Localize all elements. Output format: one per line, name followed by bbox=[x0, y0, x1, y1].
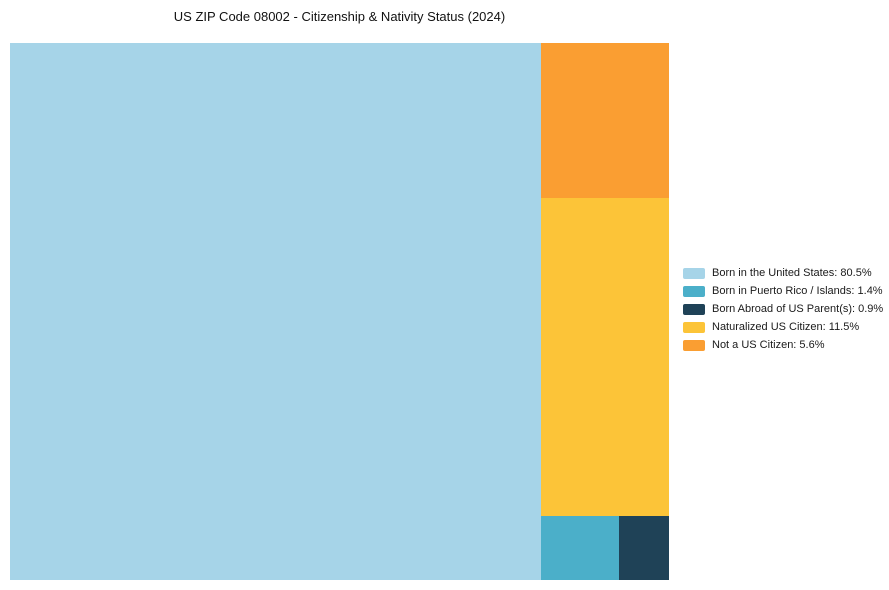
legend: Born in the United States: 80.5% Born in … bbox=[683, 267, 883, 357]
treemap-segment-born-in-puerto-rico-islands bbox=[541, 516, 619, 580]
legend-item: Born in Puerto Rico / Islands: 1.4% bbox=[683, 285, 883, 297]
legend-item: Born in the United States: 80.5% bbox=[683, 267, 883, 279]
legend-label: Born in Puerto Rico / Islands: 1.4% bbox=[712, 285, 883, 297]
legend-item: Not a US Citizen: 5.6% bbox=[683, 339, 883, 351]
legend-swatch-icon bbox=[683, 285, 705, 297]
legend-swatch-icon bbox=[683, 321, 705, 333]
chart-title: US ZIP Code 08002 - Citizenship & Nativi… bbox=[173, 9, 506, 24]
legend-swatch-icon bbox=[683, 339, 705, 351]
treemap-plot bbox=[10, 43, 669, 580]
legend-label: Born Abroad of US Parent(s): 0.9% bbox=[712, 303, 884, 315]
legend-label: Not a US Citizen: 5.6% bbox=[712, 339, 825, 351]
legend-item: Born Abroad of US Parent(s): 0.9% bbox=[683, 303, 883, 315]
treemap-segment-not-a-us-citizen bbox=[541, 43, 669, 199]
legend-swatch-icon bbox=[683, 267, 705, 279]
legend-label: Naturalized US Citizen: 11.5% bbox=[712, 321, 860, 333]
treemap-segment-naturalized-us-citizen bbox=[541, 198, 669, 517]
legend-item: Naturalized US Citizen: 11.5% bbox=[683, 321, 883, 333]
legend-swatch-icon bbox=[683, 303, 705, 315]
treemap-segment-born-abroad-of-us-parents bbox=[618, 516, 669, 580]
treemap-segment-born-in-the-united-states bbox=[10, 43, 542, 580]
legend-label: Born in the United States: 80.5% bbox=[712, 267, 872, 279]
